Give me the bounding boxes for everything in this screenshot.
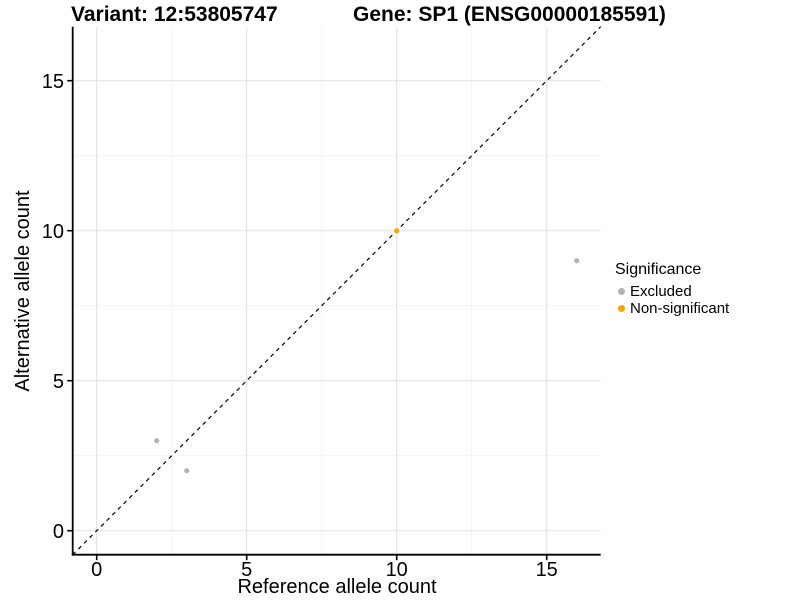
y-tick-label: 5 [53, 371, 64, 393]
x-tick-label: 15 [536, 559, 558, 581]
x-tick-label: 10 [386, 559, 408, 581]
data-point-excluded [184, 468, 190, 474]
identity-dashed-line [72, 26, 602, 556]
legend-item-non-significant: Non-significant [615, 300, 729, 317]
data-point-non-significant [394, 228, 400, 234]
legend-item-label: Excluded [630, 283, 692, 300]
legend: Significance Excluded Non-significant [615, 261, 729, 317]
legend-dot-icon [618, 305, 625, 312]
legend-items: Excluded Non-significant [615, 283, 729, 317]
y-axis-title: Alternative allele count [12, 190, 34, 392]
legend-title: Significance [615, 261, 702, 278]
legend-item-label: Non-significant [630, 300, 730, 317]
x-axis-title: Reference allele count [237, 576, 437, 598]
data-point-excluded [574, 258, 580, 264]
y-tick-label: 0 [53, 521, 64, 543]
data-point-excluded [154, 438, 160, 444]
legend-item-excluded: Excluded [615, 283, 729, 300]
x-tick-label: 0 [91, 559, 102, 581]
y-tick-label: 10 [42, 221, 64, 243]
plot-title-gene: Gene: SP1 (ENSG00000185591) [353, 3, 666, 26]
legend-dot-icon [618, 288, 625, 295]
plot-title-variant: Variant: 12:53805747 [71, 3, 278, 26]
x-tick-label: 5 [241, 559, 252, 581]
y-tick-label: 15 [42, 71, 64, 93]
